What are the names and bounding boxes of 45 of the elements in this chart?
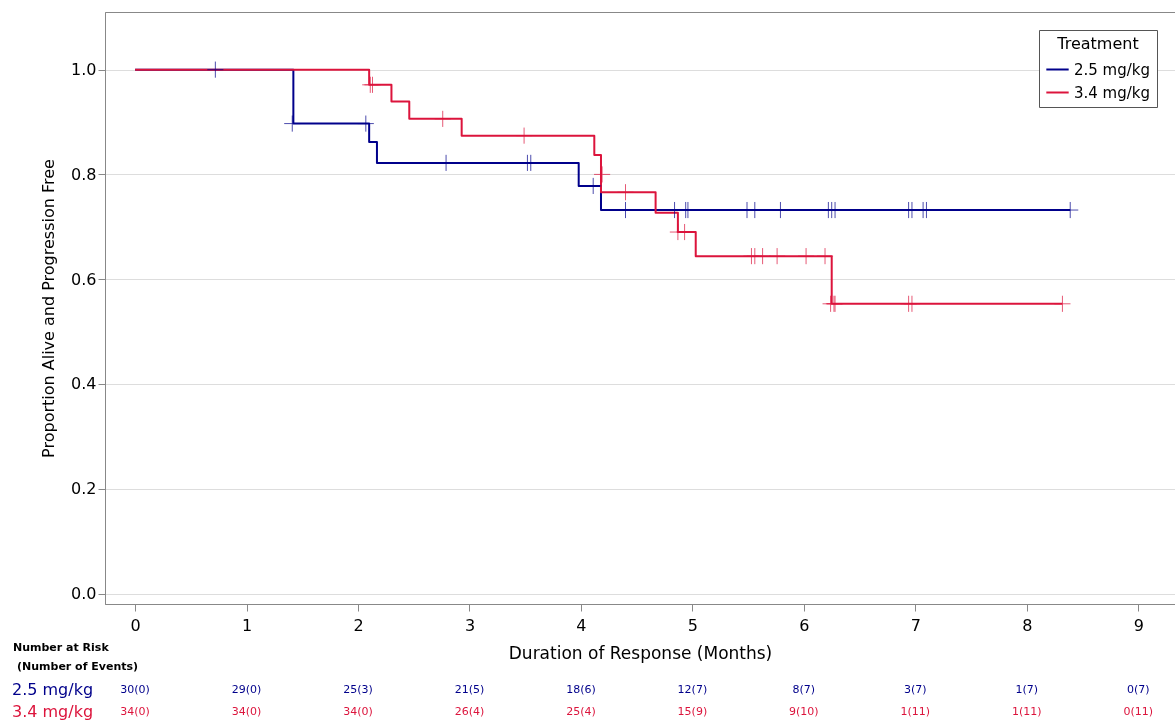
text: 8(7)	[792, 683, 816, 696]
text: 9(10)	[789, 705, 819, 718]
x-tick-label: 1	[241, 615, 253, 635]
text: 34(0)	[231, 705, 262, 718]
text: (Number of Events)	[17, 660, 139, 673]
y-tick-label: 0.0	[71, 584, 97, 604]
text: 25(4)	[566, 705, 596, 718]
text: 30(0)	[120, 683, 150, 696]
y-tick-label: 1.0	[71, 60, 97, 80]
x-tick-label: 7	[910, 615, 921, 635]
legend-title: Treatment	[1056, 34, 1139, 53]
text: 15(9)	[677, 705, 708, 718]
text: 3.4 mg/kg	[12, 702, 94, 721]
text: 2.5 mg/kg	[12, 680, 94, 699]
x-tick-label: 8	[1022, 615, 1033, 635]
text: 0(7)	[1126, 683, 1150, 696]
x-tick-label: 5	[687, 615, 698, 635]
text: 18(6)	[566, 683, 596, 696]
text: Number at Risk	[13, 641, 110, 654]
text: 34(0)	[120, 705, 150, 718]
x-tick-label: 4	[576, 615, 587, 635]
text: 3(7)	[904, 683, 927, 696]
x-tick-label: 9	[1133, 615, 1144, 635]
x-tick-label: 3	[464, 615, 476, 635]
x-axis-title: Duration of Response (Months)	[508, 642, 773, 663]
x-tick-label: 6	[799, 615, 810, 635]
text: 25(3)	[343, 683, 373, 696]
text: 21(5)	[454, 683, 485, 696]
text: 1(11)	[1011, 705, 1042, 718]
text: 29(0)	[231, 683, 262, 696]
legend-label: 3.4 mg/kg	[1074, 83, 1151, 102]
legend-label: 2.5 mg/kg	[1074, 60, 1151, 79]
y-axis-title: Proportion Alive and Progression Free	[39, 159, 59, 458]
x-tick-label: 0	[130, 615, 141, 635]
x-tick-label: 2	[353, 615, 364, 635]
text: 34(0)	[343, 705, 373, 718]
text: 1(11)	[900, 705, 931, 718]
y-tick-label: 0.8	[71, 164, 97, 184]
text: 12(7)	[677, 683, 708, 696]
text: 1(7)	[1015, 683, 1039, 696]
y-tick-label: 0.6	[71, 269, 97, 289]
text: 26(4)	[454, 705, 485, 718]
y-tick-label: 0.2	[71, 479, 97, 499]
y-tick-label: 0.4	[71, 374, 97, 394]
text: 0(11)	[1123, 705, 1154, 718]
